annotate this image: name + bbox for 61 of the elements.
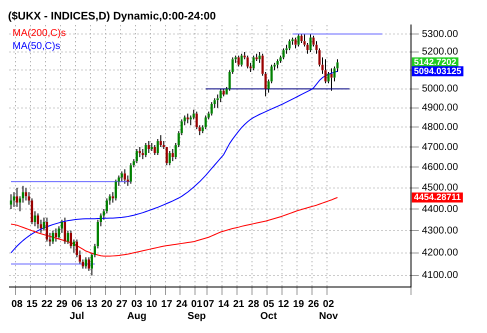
x-tick-label: 12	[278, 298, 290, 310]
x-tick-label: 27	[116, 298, 128, 310]
x-tick-label: 17	[161, 298, 173, 310]
x-tick-label: 08	[11, 298, 23, 310]
y-tick-label: 5300.00	[422, 28, 458, 40]
candlestick	[72, 238, 76, 254]
y-tick-label: 4600.00	[422, 162, 458, 173]
text: 5142.7202	[414, 56, 456, 67]
candlestick	[172, 148, 174, 162]
x-tick-label: 26	[308, 298, 320, 310]
candlestick	[136, 148, 138, 164]
x-tick-label: 05 Oct	[260, 298, 278, 322]
candlestick	[130, 162, 132, 184]
candlestick	[160, 134, 162, 148]
candlestick	[148, 140, 150, 154]
x-tick-label: 29	[56, 298, 68, 310]
y-tick-label: 4700.00	[422, 142, 458, 153]
candlestick	[186, 113, 189, 124]
x-tick-label: 07	[203, 298, 215, 310]
candlestick	[138, 146, 141, 158]
candlestick	[210, 102, 213, 116]
candlestick	[154, 144, 156, 156]
x-tick-label: 22	[41, 298, 53, 310]
candlestick	[142, 148, 144, 160]
candlestick	[238, 55, 240, 68]
candlestick	[150, 142, 153, 152]
text: 5094.03125	[414, 66, 462, 76]
text: MA(50,C)s	[12, 40, 60, 52]
candlestick	[24, 187, 28, 202]
x-tick-label: 28	[248, 298, 260, 310]
y-tick-label: 4900.00	[422, 102, 458, 114]
x-tick-label: 21	[233, 298, 245, 310]
y-tick-label: 5000.00	[422, 84, 458, 95]
x-tick-label: 20	[101, 298, 113, 310]
x-tick-label: 14	[218, 298, 230, 310]
candlestick	[156, 138, 159, 156]
x-tick-label: 10	[146, 298, 158, 310]
candlestick	[324, 58, 327, 84]
y-tick-label: 4100.00	[422, 270, 458, 282]
text: 4454.28711	[414, 192, 461, 202]
y-tick-label: 4300.00	[422, 225, 458, 236]
x-tick-label: 24	[176, 298, 188, 310]
x-tick-label: 02 Nov	[319, 298, 338, 322]
x-tick-label: 19	[292, 298, 305, 310]
y-tick-label: 5200.00	[422, 46, 458, 58]
x-tick-label: 13	[86, 298, 98, 310]
x-tick-label: 03 Aug	[127, 298, 147, 322]
y-tick-label: 4500.00	[422, 182, 458, 194]
y-tick-label: 4400.00	[422, 204, 458, 215]
chart-title: ($UKX - INDICES,D) Dynamic,0:00-24:00	[8, 10, 216, 23]
y-tick-label: 4800.00	[422, 122, 458, 133]
x-tick-label: 06 Jul	[70, 298, 84, 322]
candlestick	[144, 142, 147, 158]
candlestick	[10, 194, 12, 210]
candlestick	[34, 210, 36, 227]
candlestick	[112, 192, 114, 204]
y-tick-label: 4200.00	[422, 248, 458, 259]
text: MA(200,C)s	[12, 28, 66, 39]
x-tick-label: 15	[26, 298, 38, 310]
candlestick	[204, 115, 207, 130]
candlestick	[168, 150, 171, 166]
